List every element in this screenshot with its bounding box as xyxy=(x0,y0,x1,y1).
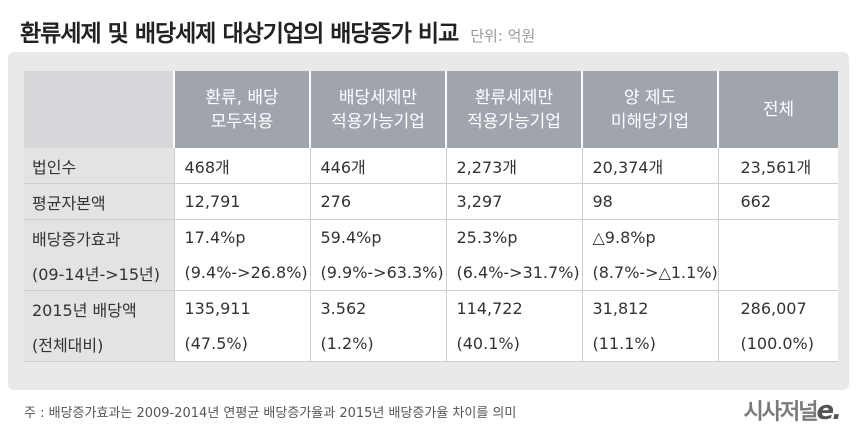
table-cell: (100.0%) xyxy=(718,326,838,362)
table-cell: 12,791 xyxy=(174,183,311,220)
table-cell: (47.5%) xyxy=(174,326,311,362)
header-col-4: 양 제도 미해당기업 xyxy=(582,71,719,148)
table-cell: 31,812 xyxy=(582,290,719,326)
table-cell: 3,297 xyxy=(446,183,583,220)
table-cell: 20,374개 xyxy=(582,148,719,184)
publisher-logo: 시사저널e. xyxy=(743,394,842,426)
table-cell: (8.7%->△1.1%) xyxy=(582,255,719,291)
row-label: 2015년 배당액 xyxy=(24,290,175,326)
page-title: 환류세제 및 배당세제 대상기업의 배당증가 비교 xyxy=(20,21,459,47)
row-label: 평균자본액 xyxy=(24,183,175,220)
header-row: 환류, 배당 모두적용 배당세제만 적용가능기업 환류세제만 적용가능기업 양 제도 미… xyxy=(24,71,838,148)
header-col-1: 환류, 배당 모두적용 xyxy=(174,71,311,148)
table-row: 배당증가효과 17.4%p 59.4%p 25.3%p △9.8%p xyxy=(24,219,838,256)
table-row: (09-14년->15년) (9.4%->26.8%) (9.9%->63.3%… xyxy=(24,255,838,291)
table-cell: 17.4%p xyxy=(174,219,311,255)
table-cell: 286,007 xyxy=(740,299,807,318)
title-row: 환류세제 및 배당세제 대상기업의 배당증가 비교 단위: 억원 xyxy=(20,14,535,50)
table-cell: 3.562 xyxy=(310,290,447,326)
table-cell: 59.4%p xyxy=(310,219,447,255)
table-cell: 25.3%p xyxy=(446,219,583,255)
table-cell: 446개 xyxy=(310,148,447,184)
table-row: 법인수 468개 446개 2,273개 20,374개 23,561개 xyxy=(24,148,838,184)
table-cell: (1.2%) xyxy=(310,326,447,362)
table-cell: (9.9%->63.3%) xyxy=(310,255,447,291)
row-label: (09-14년->15년) xyxy=(24,255,175,291)
unit-label: 단위: 억원 xyxy=(470,27,536,45)
row-label: (전체대비) xyxy=(24,326,175,362)
table-cell: (6.4%->31.7%) xyxy=(446,255,583,291)
table-cell: 662 xyxy=(718,183,838,220)
table-cell: 98 xyxy=(582,183,719,220)
comparison-table: 환류, 배당 모두적용 배당세제만 적용가능기업 환류세제만 적용가능기업 양 제도 미… xyxy=(24,71,838,362)
table-cell: 468개 xyxy=(174,148,311,184)
header-col-3: 환류세제만 적용가능기업 xyxy=(446,71,583,148)
table-cell xyxy=(718,255,838,291)
table-cell xyxy=(718,220,838,256)
table-cell: 2,273개 xyxy=(446,148,583,184)
table-cell: (9.4%->26.8%) xyxy=(174,255,311,291)
logo-suffix: e. xyxy=(816,396,841,426)
table-cell: 276 xyxy=(310,183,447,220)
table-row: 평균자본액 12,791 276 3,297 98 662 xyxy=(24,183,838,220)
table-cell: △9.8%p xyxy=(582,219,719,255)
row-label: 배당증가효과 xyxy=(24,219,175,255)
table-cell: 114,722 xyxy=(446,290,583,326)
header-col-2: 배당세제만 적용가능기업 xyxy=(310,71,447,148)
table-cell: (40.1%) xyxy=(446,326,583,362)
table-cell: 23,561개 xyxy=(718,148,838,184)
table-row: (전체대비) (47.5%) (1.2%) (40.1%) (11.1%) (1… xyxy=(24,326,838,362)
logo-text: 시사저널 xyxy=(743,400,819,425)
table-cell: (11.1%) xyxy=(582,326,719,362)
row-label: 법인수 xyxy=(24,148,175,184)
table-cell: 135,911 xyxy=(174,290,311,326)
header-col-5: 전체 xyxy=(718,71,838,148)
table-row: 2015년 배당액 135,911 3.562 114,722 31,812 2… xyxy=(24,290,838,326)
header-corner xyxy=(24,71,175,148)
footnote: 주 : 배당증가효과는 2009-2014년 연평균 배당증가율과 2015년 … xyxy=(24,406,517,421)
